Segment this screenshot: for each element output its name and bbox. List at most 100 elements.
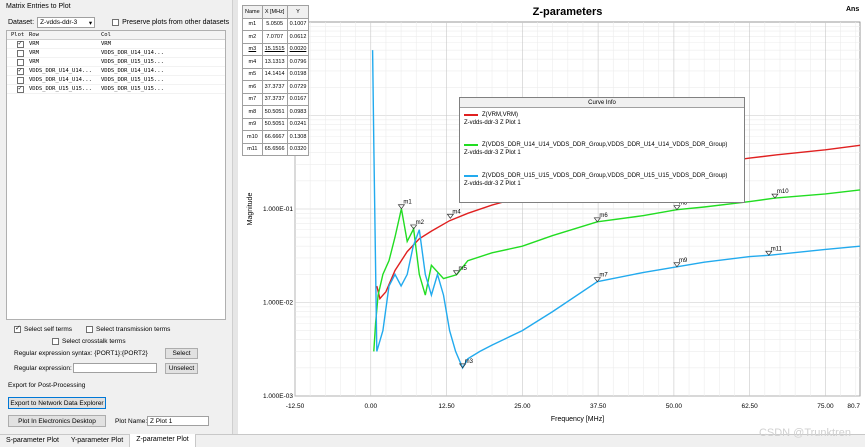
plot-checkbox[interactable]	[17, 49, 24, 57]
marker-cell: m4	[242, 55, 263, 69]
marker-cell: m7	[242, 92, 263, 106]
curve-info-title: Curve Info	[460, 98, 744, 108]
legend-curve-name: Z(VDDS_DDR_U15_U15_VDDS_DDR_Group,VDDS_D…	[482, 173, 728, 179]
marker-cell: 65.6566	[261, 142, 288, 156]
marker-glyph	[673, 262, 681, 268]
marker-row: m10 66.6667 0.1308	[242, 130, 310, 144]
marker-glyph	[593, 217, 602, 223]
marker-glyph	[409, 224, 418, 230]
plot-name-input[interactable]: Z Plot 1	[147, 416, 209, 426]
x-tick-label: 80.7	[847, 403, 860, 410]
marker-cell: m5	[242, 67, 263, 81]
marker-cell: 0.0983	[286, 105, 310, 119]
marker-cell: 0.0241	[286, 117, 310, 131]
col-cell: VDDS_DDR_U15_U15...	[101, 59, 164, 65]
marker-row: m6 37.3737 0.0729	[242, 80, 310, 94]
marker-glyph	[765, 250, 773, 256]
col-cell: VDDS_DDR_U14_U14...	[101, 68, 164, 74]
marker-cell: 50.5051	[261, 117, 288, 131]
marker-glyph	[458, 363, 467, 369]
y-tick-label: 1.000E-03	[263, 393, 293, 400]
select-button[interactable]: Select	[165, 348, 198, 359]
marker-label: m11	[771, 246, 783, 252]
x-axis-label: Frequency [MHz]	[551, 416, 604, 423]
marker-cell: 0.1007	[286, 17, 310, 31]
watermark: CSDN @Trunktren	[758, 427, 851, 439]
marker-cell: 15.1515	[261, 42, 288, 56]
tab-y-parameter-plot[interactable]: Y-parameter Plot	[70, 437, 124, 444]
plot-in-electronics-desktop-button[interactable]: Plot In Electronics Desktop	[8, 415, 106, 427]
matrix-row[interactable]: VRM VDDS_DDR_U15_U15...	[7, 58, 225, 67]
marker-glyph	[452, 270, 461, 276]
regex-input[interactable]	[73, 363, 157, 373]
legend-curve-name: Z(VRM,VRM)	[482, 112, 518, 118]
splitter[interactable]	[232, 0, 238, 434]
marker-row: m2 7.0707 0.0612	[242, 30, 310, 44]
marker-cell: 0.0796	[286, 55, 310, 69]
marker-row: m5 14.1414 0.0198	[242, 67, 310, 81]
series-line-3	[371, 50, 861, 370]
curve-info-legend[interactable]: Curve Info Z(VRM,VRM) Z-vdds-ddr-3 Z Plot…	[459, 97, 745, 203]
marker-cell: 14.1414	[261, 67, 288, 81]
column-header-row[interactable]: Row	[29, 32, 39, 38]
marker-cell: m3	[242, 42, 263, 56]
marker-row: m3 15.1515 0.0020	[242, 42, 310, 56]
plot-checkbox[interactable]	[17, 58, 24, 66]
marker-cell: m11	[242, 142, 263, 156]
col-cell: VRM	[101, 41, 111, 47]
marker-label: m8	[679, 201, 688, 207]
marker-row: m11 65.6566 0.0320	[242, 142, 310, 156]
marker-cell: m8	[242, 105, 263, 119]
legend-curve-sub: Z-vdds-ddr-3 Z Plot 1	[464, 120, 521, 126]
marker-cell: m10	[242, 130, 263, 144]
marker-cell: m6	[242, 80, 263, 94]
export-network-data-explorer-button[interactable]: Export to Network Data Explorer	[8, 397, 106, 409]
marker-label: m3	[465, 359, 474, 365]
marker-cell: 0.0320	[286, 142, 310, 156]
marker-cell: 50.5051	[261, 105, 288, 119]
row-cell: VRM	[29, 41, 39, 47]
matrix-row[interactable]: VRM VRM	[7, 39, 225, 49]
preserve-plots-checkbox[interactable]	[112, 19, 120, 26]
marker-row: m9 50.5051 0.0241	[242, 117, 310, 131]
legend-entry: Z(VRM,VRM) Z-vdds-ddr-3 Z Plot 1	[464, 112, 521, 126]
select-transmission-terms-checkbox[interactable]	[86, 326, 93, 333]
matrix-row[interactable]: VDDS_DDR_U15_U15... VDDS_DDR_U15_U15...	[7, 84, 225, 94]
marker-cell: 0.0167	[286, 92, 310, 106]
col-cell: VDDS_DDR_U15_U15...	[101, 77, 164, 83]
select-crosstalk-terms-checkbox[interactable]	[52, 338, 59, 345]
regex-syntax-label: Regular expression syntax: {PORT1}:{PORT…	[14, 350, 148, 357]
matrix-row[interactable]: VDDS_DDR_U14_U14... VDDS_DDR_U15_U15...	[7, 76, 225, 85]
marker-cell: 0.0198	[286, 67, 310, 81]
export-title: Export for Post-Processing	[8, 382, 86, 389]
marker-row: m4 13.1313 0.0796	[242, 55, 310, 69]
marker-glyph	[673, 205, 681, 211]
marker-cell: 0.0612	[286, 30, 310, 44]
matrix-row[interactable]: VDDS_DDR_U14_U14... VDDS_DDR_U14_U14...	[7, 66, 225, 76]
plot-checkbox[interactable]	[17, 84, 24, 93]
x-tick-label: 25.00	[514, 403, 531, 410]
plot-checkbox[interactable]	[17, 76, 24, 84]
marker-label: m10	[777, 189, 789, 195]
legend-curve-sub: Z-vdds-ddr-3 Z Plot 1	[464, 181, 521, 187]
plot-checkbox[interactable]	[17, 39, 24, 48]
marker-label: m1	[403, 200, 412, 206]
marker-cell: 0.0020	[286, 42, 310, 56]
tab-z-parameter-plot[interactable]: Z-parameter Plot	[129, 434, 196, 447]
plot-checkbox[interactable]	[17, 66, 24, 75]
legend-swatch	[464, 114, 478, 116]
marker-row: m8 50.5051 0.0983	[242, 105, 310, 119]
z-parameter-chart: Z-parameters Ans -12.50 0.00 12.50 25.00 37.50…	[247, 6, 861, 423]
unselect-button[interactable]: Unselect	[165, 363, 198, 374]
column-header-col[interactable]: Col	[101, 32, 111, 38]
row-cell: VDDS_DDR_U14_U14...	[29, 68, 92, 74]
regex-label: Regular expression:	[14, 365, 72, 372]
tab-s-parameter-plot[interactable]: S-parameter Plot	[6, 437, 59, 444]
matrix-row[interactable]: VRM VDDS_DDR_U14_U14...	[7, 49, 225, 58]
legend-entry: Z(VDDS_DDR_U14_U14_VDDS_DDR_Group,VDDS_D…	[464, 142, 727, 156]
select-self-terms-checkbox[interactable]	[14, 324, 21, 333]
series-line-2	[373, 189, 861, 352]
column-header-plot[interactable]: Plot	[11, 32, 25, 38]
dataset-label: Dataset:	[8, 19, 35, 26]
dataset-select[interactable]: Z-vdds-ddr-3 ▾	[37, 17, 96, 28]
